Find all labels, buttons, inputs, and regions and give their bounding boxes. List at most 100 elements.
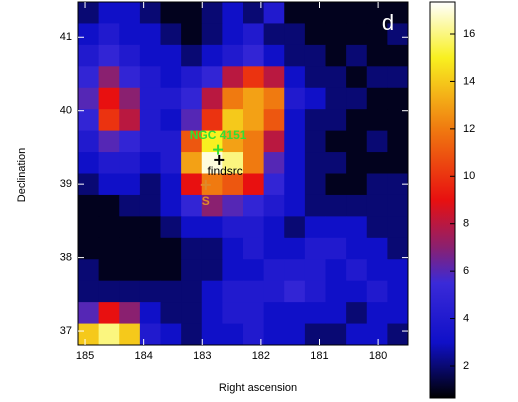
heatmap-cell bbox=[160, 216, 182, 239]
heatmap-cell bbox=[119, 237, 141, 260]
heatmap-cell bbox=[284, 259, 306, 282]
heatmap-cell bbox=[243, 23, 265, 46]
heatmap-cell bbox=[325, 194, 347, 217]
heatmap-cell bbox=[263, 280, 285, 303]
heatmap-cell bbox=[119, 130, 141, 153]
heatmap-cell bbox=[304, 109, 326, 132]
heatmap-cell bbox=[201, 237, 223, 260]
heatmap-cell bbox=[78, 2, 100, 24]
heatmap-cell bbox=[243, 173, 265, 196]
heatmap-cell bbox=[346, 66, 368, 89]
heatmap-cell bbox=[119, 323, 141, 346]
heatmap-cell bbox=[243, 216, 265, 239]
heatmap-cell bbox=[387, 323, 409, 346]
heatmap-cell bbox=[346, 216, 368, 239]
heatmap-cell bbox=[284, 87, 306, 110]
heatmap-cell bbox=[222, 87, 244, 110]
heatmap-cell bbox=[222, 152, 244, 174]
heatmap-cell bbox=[243, 109, 265, 132]
heatmap-cell bbox=[325, 323, 347, 346]
heatmap-cell bbox=[304, 130, 326, 153]
heatmap-cell bbox=[139, 23, 161, 46]
heatmap-cell bbox=[201, 216, 223, 239]
x-tick-label: 180 bbox=[369, 350, 387, 362]
x-axis-title: Right ascension bbox=[219, 382, 297, 394]
heatmap-cell bbox=[325, 66, 347, 89]
heatmap-cell bbox=[346, 194, 368, 217]
heatmap-cell bbox=[181, 302, 203, 325]
heatmap-cell bbox=[98, 130, 120, 153]
colorbar-tick-label: 2 bbox=[463, 360, 469, 372]
heatmap-cell bbox=[78, 216, 100, 239]
heatmap-cell bbox=[263, 152, 285, 174]
heatmap-cell bbox=[366, 2, 388, 24]
heatmap-cell bbox=[366, 323, 388, 346]
panel-label: d bbox=[382, 10, 394, 35]
y-tick-label: 37 bbox=[60, 325, 72, 337]
heatmap-cell bbox=[78, 259, 100, 282]
heatmap-cell bbox=[366, 237, 388, 260]
heatmap-cell bbox=[263, 259, 285, 282]
heatmap-cell bbox=[222, 173, 244, 196]
heatmap-cell bbox=[387, 259, 409, 282]
heatmap-cell bbox=[387, 302, 409, 325]
heatmap-cell bbox=[325, 280, 347, 303]
colorbar-tick-label: 4 bbox=[463, 312, 469, 324]
heatmap-cell bbox=[201, 2, 223, 24]
heatmap-cell bbox=[346, 237, 368, 260]
heatmap-cell bbox=[284, 194, 306, 217]
x-tick-label: 184 bbox=[134, 350, 152, 362]
heatmap-cell bbox=[387, 173, 409, 196]
heatmap-cell bbox=[366, 87, 388, 110]
heatmap-cell bbox=[366, 109, 388, 132]
heatmap-cell bbox=[387, 280, 409, 303]
heatmap-cell bbox=[304, 323, 326, 346]
heatmap-cell bbox=[222, 66, 244, 89]
heatmap-cell bbox=[160, 323, 182, 346]
heatmap-cell bbox=[263, 87, 285, 110]
heatmap-cell bbox=[387, 216, 409, 239]
heatmap-cell bbox=[366, 216, 388, 239]
heatmap-cell bbox=[387, 2, 409, 24]
heatmap-cell bbox=[98, 216, 120, 239]
heatmap-cell bbox=[201, 302, 223, 325]
heatmap-cell bbox=[263, 302, 285, 325]
heatmap-cell bbox=[222, 109, 244, 132]
heatmap-cell bbox=[98, 302, 120, 325]
heatmap-cell bbox=[366, 302, 388, 325]
heatmap-cell bbox=[304, 259, 326, 282]
heatmap-cell bbox=[78, 109, 100, 132]
heatmap-cell bbox=[139, 194, 161, 217]
heatmap-cell bbox=[325, 44, 347, 67]
heatmap-cell bbox=[366, 44, 388, 67]
heatmap-cell bbox=[78, 173, 100, 196]
heatmap-cell bbox=[243, 66, 265, 89]
heatmap-cell bbox=[160, 23, 182, 46]
heatmap-cell bbox=[284, 130, 306, 153]
heatmap-cell bbox=[263, 173, 285, 196]
colorbar bbox=[429, 1, 456, 399]
heatmap-cell bbox=[222, 23, 244, 46]
heatmap-cell bbox=[181, 130, 203, 153]
heatmap-cell bbox=[304, 44, 326, 67]
heatmap-cell bbox=[304, 23, 326, 46]
heatmap-cell bbox=[243, 194, 265, 217]
heatmap-cell bbox=[139, 216, 161, 239]
heatmap-cell bbox=[222, 130, 244, 153]
heatmap-cell bbox=[222, 194, 244, 217]
heatmap-cell bbox=[243, 130, 265, 153]
x-tick-label: 183 bbox=[193, 350, 211, 362]
heatmap-cell bbox=[284, 173, 306, 196]
heatmap-cell bbox=[160, 44, 182, 67]
heatmap-cell bbox=[98, 194, 120, 217]
heatmap-cell bbox=[160, 237, 182, 260]
heatmap-cell bbox=[325, 259, 347, 282]
heatmap-cell bbox=[160, 66, 182, 89]
heatmap-cell bbox=[387, 130, 409, 153]
heatmap-cell bbox=[139, 152, 161, 174]
heatmap-cell bbox=[98, 109, 120, 132]
heatmap-cell bbox=[78, 323, 100, 346]
heatmap-cell bbox=[139, 109, 161, 132]
plot-frame bbox=[77, 1, 409, 346]
heatmap-cell bbox=[78, 66, 100, 89]
